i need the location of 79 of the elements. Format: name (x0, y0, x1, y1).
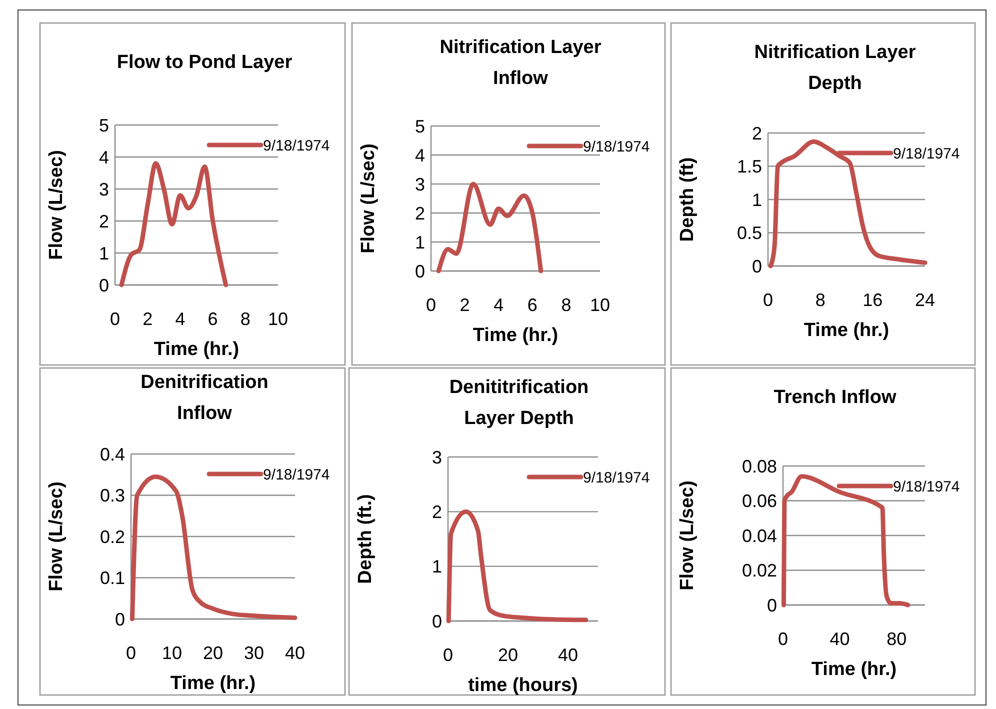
y-axis-title: Flow (L/sec) (358, 144, 379, 254)
x-tick-label: 30 (244, 643, 264, 663)
y-tick-label: 2 (98, 211, 109, 232)
x-tick-label: 6 (527, 295, 538, 315)
x-axis-title: Time (hr.) (472, 325, 558, 346)
y-tick-label: 5 (414, 116, 425, 136)
y-tick-label: 0 (752, 256, 762, 276)
y-tick-label: 0.06 (742, 491, 777, 512)
x-tick-label: 4 (175, 309, 186, 329)
y-tick-label: 0.04 (742, 526, 777, 546)
x-tick-label: 20 (498, 645, 518, 665)
y-tick-label: 0.02 (742, 560, 777, 581)
y-tick-label: 0.4 (100, 444, 125, 464)
line-series (436, 182, 544, 274)
legend-label: 9/18/1974 (263, 466, 330, 484)
x-tick-label: 40 (558, 645, 578, 665)
legend-label: 9/18/1974 (263, 137, 330, 154)
chart-title: Trench Inflow (774, 387, 896, 408)
x-tick-label: 6 (208, 309, 218, 329)
y-tick-label: 0.1 (100, 568, 125, 588)
x-axis-title: Time (hr.) (811, 659, 897, 680)
y-tick-label: 0.3 (100, 486, 125, 506)
y-axis-title: Depth (ft.) (355, 494, 376, 584)
x-axis-title: Time (hr.) (170, 673, 256, 694)
x-tick-label: 2 (460, 295, 470, 315)
chart-title: Denitrification Inflow (140, 372, 268, 424)
legend-label: 9/18/1974 (893, 145, 960, 162)
y-tick-label: 3 (414, 174, 425, 194)
x-tick-label: 20 (202, 643, 224, 663)
y-tick-label: 1 (98, 243, 109, 264)
x-axis-title: Time (hr.) (804, 320, 890, 341)
y-tick-label: 4 (414, 145, 425, 166)
y-tick-label: 0 (766, 595, 777, 616)
y-axis-title: Flow (L/sec) (46, 150, 67, 260)
y-axis-title: Flow (L/sec) (46, 482, 67, 592)
x-tick-label: 8 (240, 309, 250, 329)
chart-title: Flow to Pond Layer (116, 52, 293, 73)
line-series (446, 509, 588, 624)
y-tick-label: 2 (432, 502, 442, 522)
x-tick-label: 8 (561, 295, 572, 315)
x-tick-label: 80 (886, 629, 907, 649)
x-tick-label: 16 (862, 290, 883, 310)
y-tick-label: 0.5 (736, 223, 762, 244)
line-series (119, 161, 228, 288)
chart-title: Denititrification Layer Depth (449, 377, 589, 429)
y-tick-label: 0.08 (742, 456, 777, 476)
y-tick-label: 1 (752, 190, 762, 210)
x-axis-title: time (hours) (468, 675, 578, 696)
x-tick-label: 10 (268, 309, 288, 329)
chart-title: Nitrification Layer Depth (754, 42, 916, 94)
y-tick-label: 0 (114, 609, 125, 630)
y-tick-label: 0 (98, 275, 109, 296)
x-tick-label: 4 (494, 295, 504, 315)
y-tick-label: 2 (414, 203, 425, 224)
y-tick-label: 1 (432, 556, 442, 577)
legend-label: 9/18/1974 (583, 469, 650, 486)
y-axis-title: Flow (L/sec) (677, 480, 698, 590)
x-tick-label: 40 (830, 629, 850, 649)
y-tick-label: 5 (98, 115, 109, 136)
chart-title: Nitrification Layer Inflow (440, 37, 602, 89)
x-tick-label: 10 (162, 643, 182, 663)
legend-label: 9/18/1974 (583, 138, 650, 156)
x-tick-label: 2 (142, 309, 153, 329)
y-tick-label: 1.5 (736, 156, 762, 177)
y-axis-title: Depth (ft) (677, 157, 698, 242)
y-tick-label: 0.2 (100, 526, 125, 547)
y-tick-label: 0 (414, 261, 425, 282)
legend-label: 9/18/1974 (893, 478, 960, 496)
x-axis-title: Time (hr.) (154, 339, 240, 360)
x-tick-label: 24 (914, 290, 936, 310)
y-tick-label: 2 (752, 123, 762, 144)
y-tick-label: 3 (432, 447, 442, 468)
y-tick-label: 0 (432, 611, 442, 632)
x-tick-label: 40 (284, 643, 306, 663)
y-tick-label: 3 (98, 179, 109, 200)
x-tick-label: 8 (815, 290, 826, 310)
x-tick-label: 10 (590, 295, 610, 315)
y-tick-label: 4 (98, 147, 109, 168)
y-tick-label: 1 (414, 232, 425, 252)
